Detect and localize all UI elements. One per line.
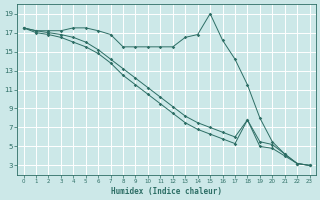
X-axis label: Humidex (Indice chaleur): Humidex (Indice chaleur) bbox=[111, 187, 222, 196]
